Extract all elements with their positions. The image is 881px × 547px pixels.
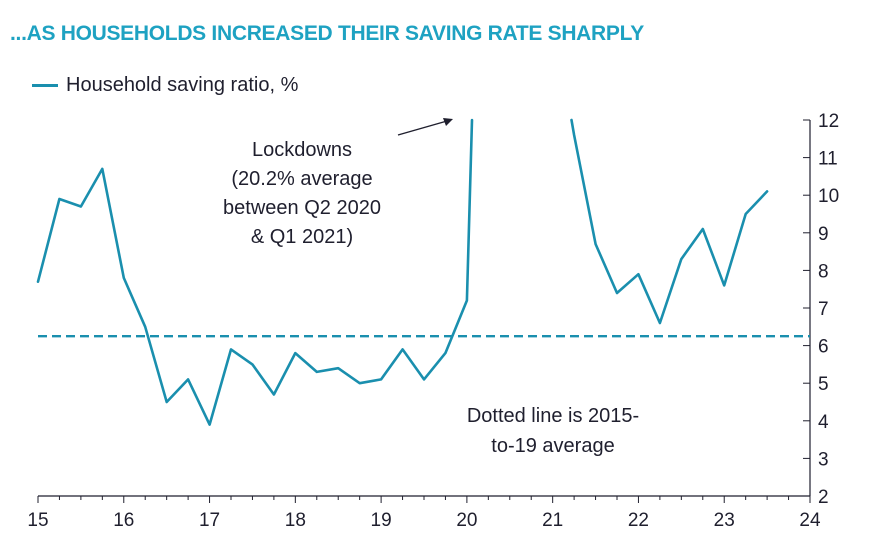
y-tick-label: 2 <box>818 487 829 508</box>
x-tick-label: 21 <box>542 510 563 531</box>
y-tick-label: 4 <box>818 412 829 433</box>
x-tick-label: 20 <box>456 510 477 531</box>
x-tick-label: 23 <box>714 510 735 531</box>
lockdowns-arrow-head <box>443 118 453 126</box>
y-tick-label: 11 <box>818 149 838 170</box>
lockdowns-annotation-line-2: (20.2% average <box>231 168 372 190</box>
y-tick-label: 5 <box>818 374 829 395</box>
dotted-annotation-line-2: to-19 average <box>491 435 614 457</box>
legend: Household saving ratio, % <box>32 74 298 97</box>
y-tick-label: 9 <box>818 224 829 245</box>
x-tick-label: 18 <box>285 510 306 531</box>
y-tick-label: 7 <box>818 299 829 320</box>
x-tick-label: 24 <box>799 510 821 531</box>
series-group <box>36 118 769 426</box>
series-line-segment <box>570 118 769 325</box>
legend-swatch <box>32 84 58 87</box>
dotted-annotation-line-1: Dotted line is 2015- <box>467 405 639 427</box>
x-tick-label: 16 <box>113 510 134 531</box>
annotations-group: Lockdowns (20.2% average between Q2 2020… <box>223 118 639 457</box>
x-tick-label: 19 <box>371 510 392 531</box>
lockdowns-annotation-line-1: Lockdowns <box>252 139 352 161</box>
x-tick-label: 15 <box>27 510 48 531</box>
y-tick-label: 3 <box>818 449 829 470</box>
x-tick-label: 17 <box>199 510 220 531</box>
series-line-segment <box>36 118 474 426</box>
y-tick-label: 12 <box>818 111 839 132</box>
lockdowns-annotation-line-4: & Q1 2021) <box>251 226 353 248</box>
chart-title: ...AS HOUSEHOLDS INCREASED THEIR SAVING … <box>10 22 644 45</box>
y-tick-label: 10 <box>818 186 839 207</box>
lockdowns-annotation-line-3: between Q2 2020 <box>223 197 381 219</box>
y-tick-label: 8 <box>818 261 829 282</box>
x-tick-label: 22 <box>628 510 649 531</box>
lockdowns-arrow <box>397 120 448 136</box>
legend-label: Household saving ratio, % <box>66 74 299 96</box>
y-tick-label: 6 <box>818 337 829 358</box>
